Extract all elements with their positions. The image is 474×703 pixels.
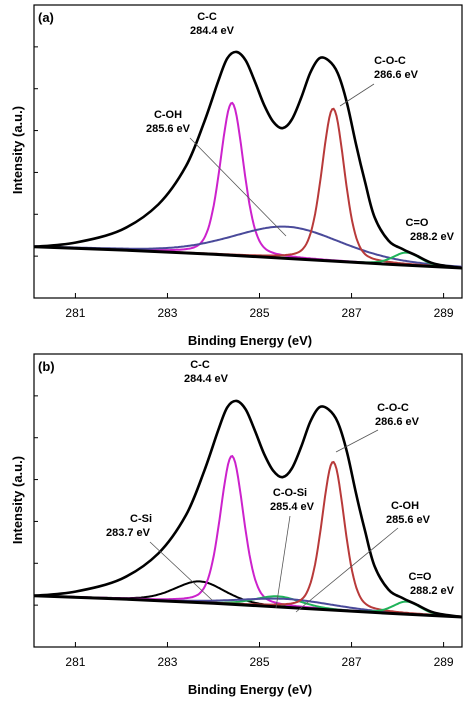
annotation-cc-value: 284.4 eV bbox=[190, 25, 235, 37]
plot-frame bbox=[33, 4, 463, 299]
panel-b: (b) Intensity (a.u.) Binding Energy (eV)… bbox=[10, 353, 463, 697]
annotation-cc-value: 284.4 eV bbox=[184, 373, 229, 385]
leader-line-csi bbox=[149, 541, 213, 601]
panel-label: (b) bbox=[38, 359, 55, 374]
annotations: C-C 284.4 eV C-Si 283.7 eV C-O-Si 285.4 … bbox=[106, 359, 455, 597]
y-ticks bbox=[34, 395, 38, 606]
baseline-curve bbox=[33, 594, 463, 619]
x-tick-label: 283 bbox=[157, 306, 177, 320]
x-tick-label: 281 bbox=[65, 306, 85, 320]
envelope-curve bbox=[33, 399, 463, 619]
annotation-cc-name: C-C bbox=[197, 11, 217, 23]
leader-lines bbox=[189, 83, 375, 237]
annotation-coc-value: 286.6 eV bbox=[374, 69, 419, 81]
annotation-coc-name: C-O-C bbox=[377, 402, 409, 414]
annotation-cosi-name: C-O-Si bbox=[273, 487, 307, 499]
leader-lines bbox=[149, 429, 399, 613]
x-tick-label: 289 bbox=[434, 306, 454, 320]
annotation-cosi-value: 285.4 eV bbox=[270, 501, 315, 513]
y-ticks bbox=[34, 46, 38, 257]
annotation-co-name: C=O bbox=[406, 217, 429, 229]
annotation-coh-name: C-OH bbox=[154, 109, 182, 121]
annotation-coh-value: 285.6 eV bbox=[386, 514, 431, 526]
x-tick-label: 283 bbox=[157, 655, 177, 669]
plot-frame bbox=[33, 353, 463, 648]
x-tick-label: 287 bbox=[342, 306, 362, 320]
annotation-coc-name: C-O-C bbox=[374, 55, 406, 67]
annotation-co-value: 288.2 eV bbox=[410, 231, 455, 243]
leader-line-coh bbox=[295, 527, 399, 613]
x-tick-label: 289 bbox=[434, 655, 454, 669]
annotation-co-value: 288.2 eV bbox=[410, 585, 455, 597]
y-axis-title: Intensity (a.u.) bbox=[10, 106, 25, 194]
leader-line-coc bbox=[335, 429, 379, 453]
x-tick-label: 287 bbox=[342, 655, 362, 669]
x-axis-title: Binding Energy (eV) bbox=[188, 333, 312, 348]
annotation-coh-name: C-OH bbox=[391, 500, 419, 512]
peak-c-c bbox=[33, 454, 462, 618]
baseline-curve bbox=[33, 245, 463, 270]
annotation-coc-value: 286.6 eV bbox=[375, 416, 420, 428]
annotation-csi-name: C-Si bbox=[130, 513, 152, 525]
envelope-curve bbox=[33, 50, 463, 270]
annotation-coh-value: 285.6 eV bbox=[146, 123, 191, 135]
peak-c-o-c bbox=[33, 460, 463, 618]
panel-label: (a) bbox=[38, 10, 54, 25]
curves bbox=[33, 50, 463, 270]
x-tick-label: 285 bbox=[249, 655, 269, 669]
annotation-cc-name: C-C bbox=[190, 359, 210, 371]
panel-a: (a) Intensity (a.u.) Binding Energy (eV)… bbox=[10, 4, 463, 348]
leader-line-coc bbox=[339, 83, 375, 107]
x-ticks: 281 283 285 287 289 bbox=[65, 642, 454, 669]
peak-c-o-c bbox=[33, 107, 463, 269]
annotation-co-name: C=O bbox=[409, 571, 432, 583]
curves bbox=[33, 399, 463, 619]
x-tick-label: 285 bbox=[249, 306, 269, 320]
y-axis-title: Intensity (a.u.) bbox=[10, 456, 25, 544]
peak-c-c bbox=[34, 101, 462, 269]
leader-line-cosi bbox=[275, 515, 291, 609]
leader-line-coh bbox=[189, 137, 287, 237]
x-tick-label: 281 bbox=[65, 655, 85, 669]
annotations: C-C 284.4 eV C-OH 285.6 eV C-O-C 286.6 e… bbox=[146, 11, 455, 243]
x-ticks: 281 283 285 287 289 bbox=[65, 293, 454, 320]
annotation-csi-value: 283.7 eV bbox=[106, 527, 151, 539]
x-axis-title: Binding Energy (eV) bbox=[188, 682, 312, 697]
